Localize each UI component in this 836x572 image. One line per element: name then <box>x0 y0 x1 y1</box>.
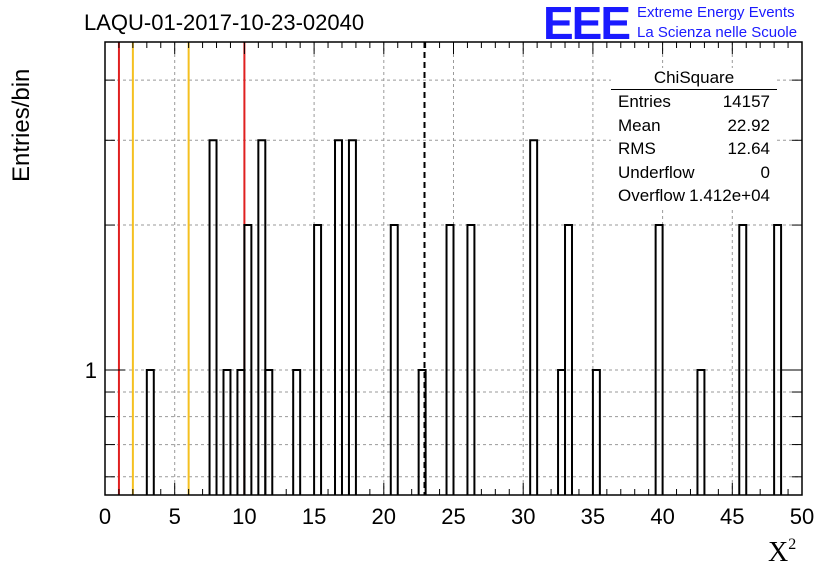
stats-value: 22.92 <box>727 115 770 135</box>
stats-value: 12.64 <box>727 139 770 158</box>
histogram-bin <box>243 224 253 495</box>
stats-key: Mean <box>618 115 661 135</box>
histogram-bin <box>466 224 476 495</box>
histogram-bin <box>208 139 218 495</box>
stats-row-mean: Mean 22.92 <box>611 116 777 140</box>
x-tick-label: 25 <box>441 504 465 529</box>
x-tick-label: 10 <box>232 504 256 529</box>
logo-line-1: Extreme Energy Events <box>637 4 795 21</box>
histogram-bin <box>773 224 783 495</box>
x-tick-label: 15 <box>302 504 326 529</box>
chart-title: LAQU-01-2017-10-23-02040 <box>84 10 365 35</box>
y-axis-label: Entries/bin <box>8 68 35 182</box>
x-axis-label-base: X <box>768 537 789 568</box>
stats-value: 14157 <box>722 92 770 111</box>
histogram-bin <box>564 224 573 495</box>
stats-title: ChiSquare <box>611 68 777 90</box>
histogram-bin <box>334 139 343 495</box>
stats-box: ChiSquare Entries 14157 Mean 22.92 RMS 12.6… <box>611 68 777 210</box>
histogram-bin <box>236 368 246 495</box>
x-tick-label: 20 <box>372 504 396 529</box>
eee-logo: EEE <box>543 0 631 49</box>
histogram-bin <box>654 224 664 495</box>
stats-key: RMS <box>618 139 656 158</box>
histogram-bin <box>445 224 455 495</box>
histogram-bin <box>145 368 155 495</box>
histogram-bin <box>591 368 601 495</box>
histogram-bin <box>529 139 539 495</box>
histogram-bin <box>557 368 567 495</box>
stats-row-rms: RMS 12.64 <box>611 139 777 163</box>
x-tick-label: 40 <box>650 504 674 529</box>
stats-value: 1.412e+04 <box>689 186 770 205</box>
histogram-bin <box>292 368 302 495</box>
x-tick-label: 35 <box>581 504 605 529</box>
stats-row-entries: Entries 14157 <box>611 92 777 116</box>
y-tick-label: 1 <box>85 358 97 383</box>
x-tick-label: 50 <box>790 504 814 529</box>
stats-row-overflow: Overflow 1.412e+04 <box>611 186 777 210</box>
x-tick-label: 0 <box>99 504 111 529</box>
histogram-bin <box>347 139 357 495</box>
histogram-bin <box>696 368 706 495</box>
histogram-bin <box>264 368 274 495</box>
x-tick-label: 5 <box>169 504 181 529</box>
histogram-bin <box>738 224 748 495</box>
histogram-bin <box>313 224 323 495</box>
x-axis-label: X2 <box>768 536 796 569</box>
stats-key: Overflow <box>618 186 686 205</box>
stats-value: 0 <box>760 162 770 182</box>
histogram-bin <box>222 368 232 495</box>
stats-key: Entries <box>618 92 671 111</box>
logo-line-2: La Scienza nelle Scuole <box>637 24 798 41</box>
histogram-bin <box>389 224 399 495</box>
histogram-bin <box>417 368 427 495</box>
x-axis-label-sup: 2 <box>788 536 797 553</box>
histogram-bin <box>257 139 267 495</box>
x-tick-label: 30 <box>511 504 535 529</box>
stats-key: Underflow <box>618 162 695 182</box>
x-tick-label: 45 <box>720 504 744 529</box>
stats-row-underflow: Underflow 0 <box>611 163 777 187</box>
